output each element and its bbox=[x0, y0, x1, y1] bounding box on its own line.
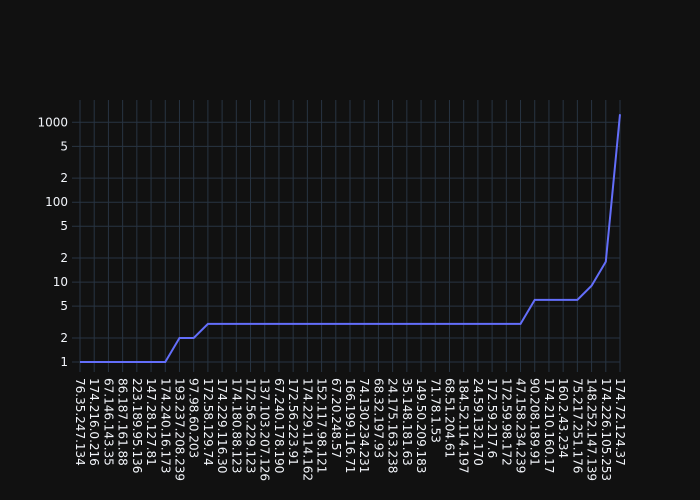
x-tick-label: 97.98.60.203 bbox=[187, 378, 201, 458]
x-tick-label: 67.146.143.35 bbox=[101, 378, 115, 466]
x-tick-label: 86.187.161.88 bbox=[116, 378, 130, 466]
x-tick-label: 67.240.178.190 bbox=[272, 378, 286, 473]
data-line bbox=[80, 114, 621, 364]
x-tick-label: 75.217.251.176 bbox=[570, 378, 584, 473]
x-tick-label: 137.103.207.126 bbox=[258, 378, 272, 481]
y-tick-label: 2 bbox=[60, 171, 68, 185]
x-tick-label: 147.28.127.81 bbox=[144, 378, 158, 466]
y-tick-label: 1000 bbox=[37, 115, 68, 129]
x-tick-label: 47.158.234.239 bbox=[514, 378, 528, 473]
x-tick-label: 172.56.223.91 bbox=[286, 378, 300, 466]
y-tick-label: 100 bbox=[45, 195, 68, 209]
x-tick-label: 223.189.95.136 bbox=[130, 378, 144, 473]
x-tick-label: 149.50.209.183 bbox=[414, 378, 428, 473]
x-tick-label: 74.130.234.231 bbox=[357, 378, 371, 473]
x-tick-label: 193.237.208.239 bbox=[172, 378, 186, 481]
y-tick-label: 10 bbox=[53, 275, 68, 289]
x-tick-label: 68.51.204.61 bbox=[442, 378, 456, 458]
y-tick-label: 2 bbox=[60, 331, 68, 345]
x-tick-label: 172.56.229.123 bbox=[244, 378, 258, 473]
y-tick-label: 2 bbox=[60, 251, 68, 265]
x-tick-label: 67.20.248.57 bbox=[329, 378, 343, 458]
x-tick-label: 174.229.114.162 bbox=[300, 378, 314, 481]
y-tick-label: 1 bbox=[60, 355, 68, 369]
x-tick-label: 35.148.181.63 bbox=[400, 378, 414, 466]
x-tick-label: 152.117.98.121 bbox=[315, 378, 329, 473]
x-tick-label: 174.72.124.37 bbox=[613, 378, 627, 466]
x-tick-label: 68.32.197.93 bbox=[371, 378, 385, 458]
x-tick-label: 76.35.247.134 bbox=[73, 378, 87, 466]
x-tick-label: 174.216.0.216 bbox=[87, 378, 101, 466]
x-tick-label: 148.252.147.139 bbox=[585, 378, 599, 481]
x-tick-label: 166.199.116.71 bbox=[343, 378, 357, 473]
x-tick-label: 174.180.88.123 bbox=[229, 378, 243, 473]
y-tick-label: 5 bbox=[60, 299, 68, 313]
x-tick-label: 172.58.129.74 bbox=[201, 378, 215, 466]
x-tick-label: 174.226.105.253 bbox=[599, 378, 613, 481]
x-tick-label: 90.208.189.91 bbox=[528, 378, 542, 466]
x-tick-label: 184.52.114.197 bbox=[457, 378, 471, 473]
x-tick-label: 174.240.16.173 bbox=[158, 378, 172, 473]
x-tick-label: 24.175.163.238 bbox=[386, 378, 400, 473]
y-tick-label: 5 bbox=[60, 219, 68, 233]
x-tick-label: 174.210.160.17 bbox=[542, 378, 556, 473]
x-tick-label: 160.2.43.234 bbox=[556, 378, 570, 458]
y-tick-label: 5 bbox=[60, 139, 68, 153]
x-tick-label: 174.229.116.30 bbox=[215, 378, 229, 473]
x-tick-label: 172.59.98.172 bbox=[499, 378, 513, 466]
x-tick-label: 71.78.1.53 bbox=[428, 378, 442, 443]
x-tick-label: 24.59.132.170 bbox=[471, 378, 485, 466]
x-tick-label: 172.59.217.6 bbox=[485, 378, 499, 458]
